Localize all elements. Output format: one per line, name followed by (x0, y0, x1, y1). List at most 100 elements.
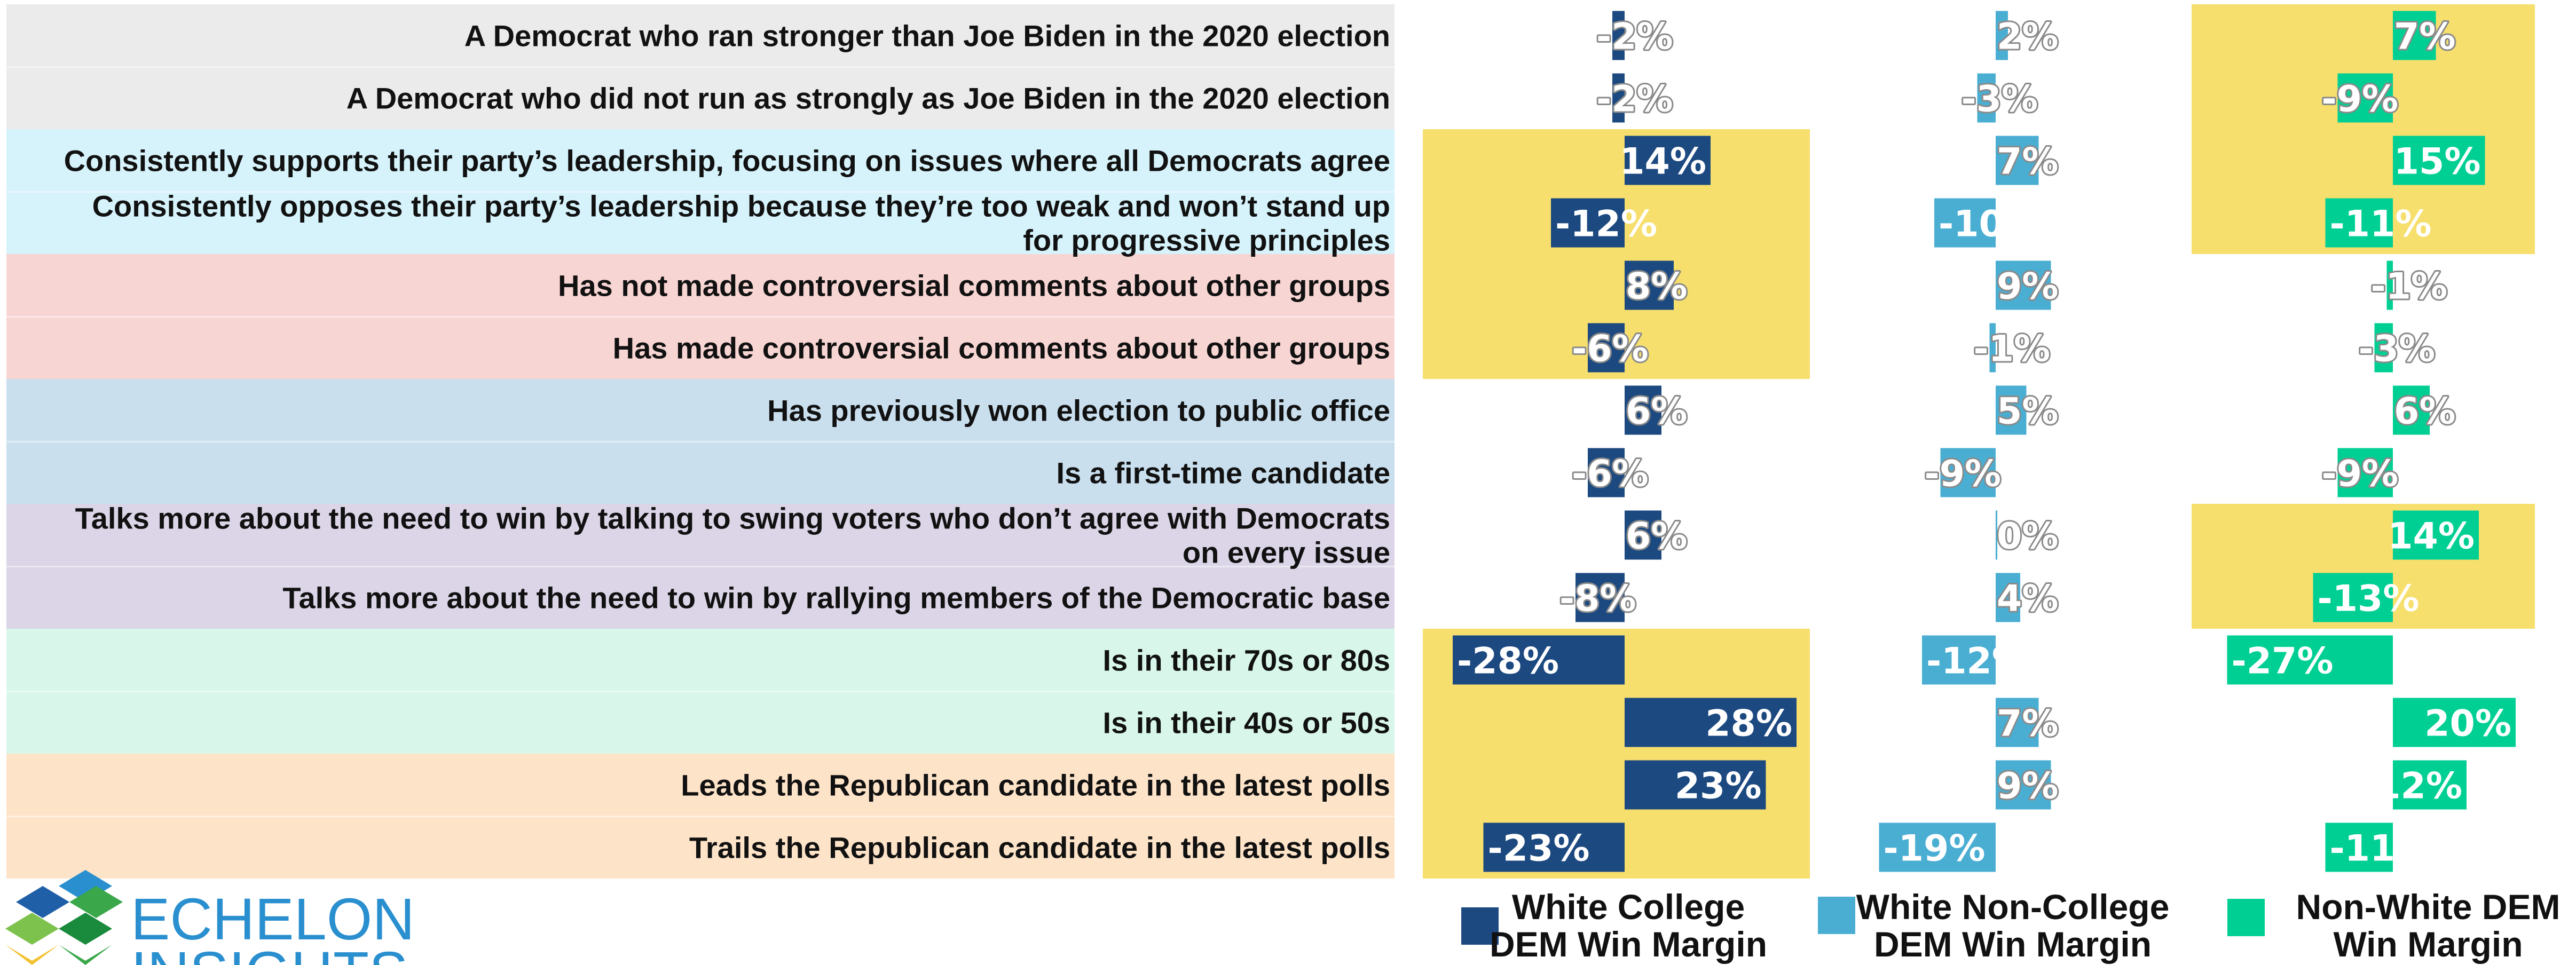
bar (1588, 323, 1625, 373)
value-label-halo: -9% (2322, 453, 2399, 495)
value-label: 15% (2394, 141, 2481, 183)
value-label: -8% (1559, 578, 1636, 620)
legend-label: White College (1512, 887, 1745, 927)
value-label: 9% (1997, 266, 2058, 308)
category-label: Consistently opposes their party’s leade… (92, 189, 1390, 223)
logo-wordmark: ECHELON (131, 887, 415, 952)
bar (1996, 11, 2008, 60)
value-label-halo: 2% (1997, 16, 2058, 58)
category-band (6, 67, 1395, 129)
value-label-halo: -2% (1596, 16, 1673, 58)
bar (2393, 698, 2516, 747)
bar (2227, 635, 2393, 685)
value-label: 7% (1997, 141, 2058, 183)
value-label-halo: 0% (1997, 516, 2058, 558)
value-label: -13% (2318, 578, 2420, 620)
bar (2313, 573, 2393, 622)
category-label: A Democrat who ran stronger than Joe Bid… (464, 19, 1390, 53)
bar (1612, 73, 1625, 123)
value-label: 8% (1626, 266, 1687, 308)
legend-label: White Non-College (1856, 887, 2170, 927)
value-label: -19% (1884, 828, 1986, 870)
value-label: -10% (1939, 203, 2041, 246)
bar (2393, 385, 2430, 435)
echelon-insights-logo: ECHELONINSIGHTS (5, 870, 415, 965)
value-label: 6% (2394, 391, 2455, 433)
category-band (6, 629, 1395, 691)
logo-cube-facet (5, 913, 59, 945)
bar (1625, 510, 1661, 560)
value-label: 5% (1997, 391, 2058, 433)
logo-wordmark: INSIGHTS (131, 940, 408, 965)
value-label-halo: 6% (2394, 391, 2455, 433)
category-band (6, 566, 1395, 629)
value-label: -6% (1572, 328, 1649, 370)
bar (2325, 198, 2393, 248)
category-band (6, 129, 1395, 192)
legend-label: DEM Win Margin (1490, 924, 1767, 964)
value-label: -3% (2359, 328, 2436, 370)
value-label: 6% (1626, 516, 1687, 558)
value-label-halo: -6% (1572, 328, 1649, 370)
value-label: -11% (2330, 203, 2432, 246)
bar (2337, 73, 2393, 123)
value-label: -6% (1572, 453, 1649, 495)
category-label: Trails the Republican candidate in the l… (689, 831, 1390, 865)
value-label: 28% (1705, 703, 1792, 745)
category-labels: A Democrat who ran stronger than Joe Bid… (64, 19, 1390, 865)
value-label: 14% (1619, 141, 1706, 183)
value-label-halo: -9% (2322, 78, 2399, 121)
value-label-halo: -6% (1572, 453, 1649, 495)
value-label: -1% (2371, 266, 2448, 308)
value-label: 23% (1675, 765, 1762, 808)
category-label: Is in their 40s or 50s (1103, 706, 1390, 740)
bar (1996, 260, 2051, 310)
value-label-halo: -2% (1596, 78, 1673, 121)
bar (1625, 385, 1661, 435)
value-label: 2% (1997, 16, 2058, 58)
value-label-halo: -3% (2359, 328, 2436, 370)
logo-cube-facet (69, 886, 123, 918)
value-label: -9% (2322, 78, 2399, 121)
legend-label: Win Margin (2333, 924, 2523, 964)
value-label-halo: 5% (1997, 391, 2058, 433)
value-label: 20% (2424, 703, 2511, 745)
value-label-halo: -3% (1961, 78, 2038, 121)
category-label: Leads the Republican candidate in the la… (681, 769, 1390, 802)
value-label: -9% (1925, 453, 2002, 495)
value-label: -27% (2232, 640, 2334, 683)
value-label-halo: 7% (2394, 16, 2455, 58)
logo-cube-facet (16, 886, 69, 918)
bar (1977, 73, 1996, 123)
bar (1612, 11, 1625, 60)
value-label-halo: 7% (1997, 703, 2058, 745)
value-label: -9% (2322, 453, 2399, 495)
value-label-halo: -1% (2371, 266, 2448, 308)
category-band (6, 379, 1395, 441)
bar (2393, 510, 2479, 560)
category-backgrounds (6, 4, 1395, 879)
value-label-halo: -8% (1559, 578, 1636, 620)
value-label-halo: 9% (1997, 765, 2058, 808)
category-label: Has made controversial comments about ot… (613, 331, 1390, 365)
bar (1922, 635, 1996, 685)
category-label: on every issue (1183, 536, 1390, 569)
category-band (6, 317, 1395, 379)
bar (2386, 260, 2393, 310)
value-label: -11% (2330, 828, 2432, 870)
value-label-halo: 9% (1997, 266, 2058, 308)
value-labels: -2%-2%-2%-2%14%-12%8%8%-6%-6%6%6%-6%-6%6… (1457, 14, 2511, 870)
category-label: A Democrat who did not run as strongly a… (346, 82, 1390, 115)
value-label-halo: 6% (1626, 516, 1687, 558)
value-label: -3% (1961, 78, 2038, 121)
value-label: 12% (2375, 765, 2462, 808)
category-band (6, 504, 1395, 566)
bar (1996, 573, 2020, 622)
bar (2325, 822, 2393, 872)
bar (1625, 698, 1797, 747)
bar (1940, 448, 1996, 497)
value-label: -23% (1488, 828, 1590, 870)
bar (2393, 11, 2436, 60)
